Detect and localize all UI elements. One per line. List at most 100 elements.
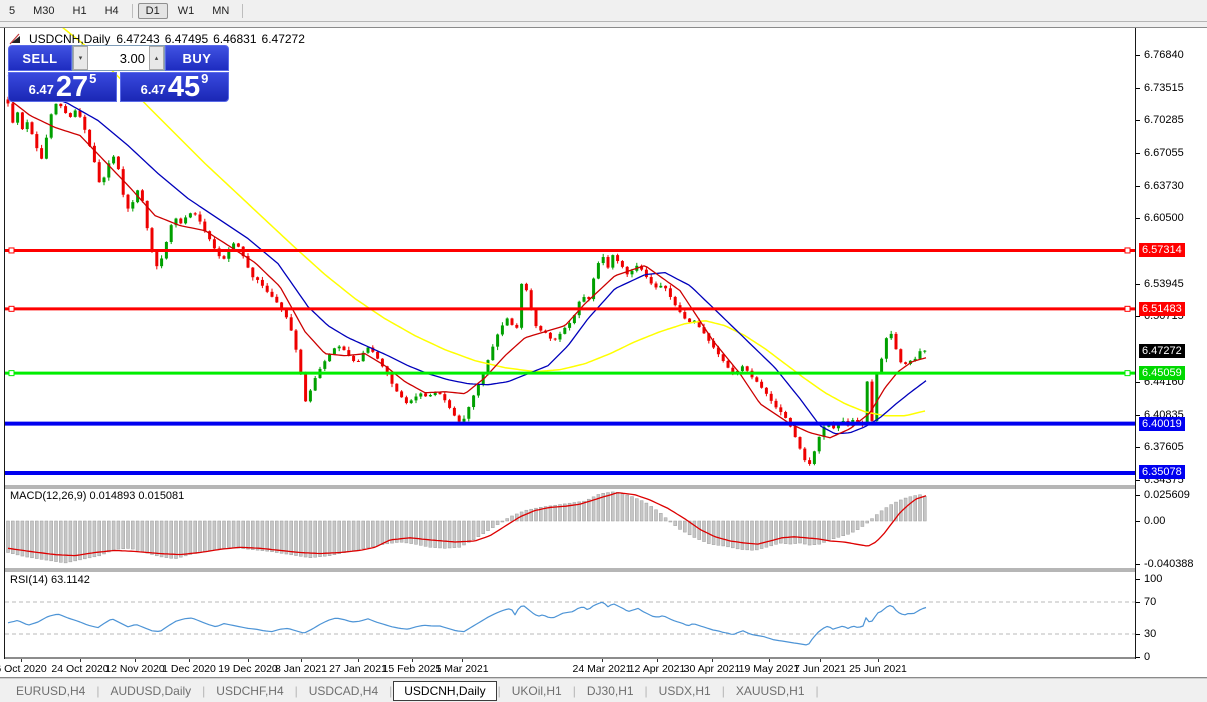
- buy-price-display[interactable]: 6.47 45 9: [120, 71, 229, 103]
- buy-price-prefix: 6.47: [140, 82, 166, 97]
- price-tag-6.57314: 6.57314: [1139, 243, 1185, 257]
- buy-price-big: 45: [167, 71, 201, 103]
- chart-window: USDCNH,Daily 6.47243 6.47495 6.46831 6.4…: [0, 27, 1207, 678]
- one-click-collapse-icon[interactable]: [9, 33, 23, 45]
- axis-tick: [1136, 284, 1140, 285]
- timeframe-button-mn[interactable]: MN: [212, 4, 230, 17]
- chart-header: USDCNH,Daily 6.47243 6.47495 6.46831 6.4…: [9, 32, 305, 46]
- date-axis: 6 Oct 2020 24 Oct 2020 12 Nov 2020 1 Dec 20…: [0, 659, 1135, 677]
- price-tag-6.45059: 6.45059: [1139, 366, 1185, 380]
- volume-spinner: ▾ ▴: [72, 45, 165, 71]
- axis-tick: [1136, 55, 1140, 56]
- timeframe-button-h1[interactable]: H1: [72, 4, 87, 17]
- date-tick: [21, 659, 22, 662]
- macd-axis-label: -0.040388: [1144, 558, 1194, 570]
- tab-separator: |: [96, 683, 100, 698]
- chart-tab-eurusd[interactable]: EURUSD,H4: [16, 683, 86, 698]
- sell-price-prefix: 6.47: [28, 82, 54, 97]
- timeframe-button-w1[interactable]: W1: [177, 4, 195, 17]
- price-chart-canvas[interactable]: [5, 28, 1135, 659]
- date-label: 24 Oct 2020: [51, 663, 109, 675]
- timeframe-button-h4[interactable]: H4: [104, 4, 119, 17]
- axis-tick: [1136, 447, 1140, 448]
- timeframe-toolbar: 5 M30 H1 H4 D1 W1 MN: [0, 0, 1207, 22]
- chart-symbol-period: USDCNH,Daily: [29, 32, 111, 46]
- date-tick: [820, 659, 821, 662]
- chart-tab-usdcad[interactable]: USDCAD,H4: [308, 683, 379, 698]
- volume-input[interactable]: [88, 46, 149, 70]
- axis-tick: [1136, 415, 1140, 416]
- chart-frame-left: [4, 28, 5, 659]
- price-tag-6.47272: 6.47272: [1139, 344, 1185, 358]
- date-label: 27 Jan 2021: [329, 663, 387, 675]
- chart-tab-usdchf[interactable]: USDCHF,H4: [216, 683, 284, 698]
- macd-axis-label: 0.025609: [1144, 489, 1190, 501]
- axis-tick: [1136, 153, 1140, 154]
- date-label: 25 Jun 2021: [849, 663, 907, 675]
- price-tag-6.40019: 6.40019: [1139, 417, 1185, 431]
- macd-label: MACD(12,26,9) 0.014893 0.015081: [10, 490, 185, 502]
- price-axis-label: 6.73515: [1144, 82, 1184, 94]
- rsi-axis-label: 0: [1144, 651, 1151, 663]
- chart-tab-usdx[interactable]: USDX,H1: [658, 683, 711, 698]
- axis-tick: [1136, 120, 1140, 121]
- sell-price-display[interactable]: 6.47 27 5: [8, 71, 117, 103]
- date-tick: [602, 659, 603, 662]
- volume-decrease-button[interactable]: ▾: [73, 46, 88, 70]
- price-axis-label: 6.53945: [1144, 278, 1184, 290]
- tab-separator: |: [815, 683, 819, 698]
- buy-price-sup: 9: [201, 71, 209, 86]
- timeframe-button-5[interactable]: 5: [9, 4, 16, 17]
- date-tick: [135, 659, 136, 662]
- macd-axis-label: 0.00: [1144, 515, 1166, 527]
- one-click-trading-panel: SELL ▾ ▴ BUY 6.47 27 5 6.47 45 9: [8, 45, 229, 102]
- price-axis-label: 6.70285: [1144, 114, 1184, 126]
- tab-separator: |: [497, 683, 501, 698]
- chart-tab-usdcnh[interactable]: USDCNH,Daily: [393, 680, 497, 701]
- date-tick: [358, 659, 359, 662]
- axis-tick: [1136, 316, 1140, 317]
- sell-button[interactable]: SELL: [8, 45, 72, 71]
- axis-tick: [1136, 480, 1140, 481]
- price-tag-6.35078: 6.35078: [1139, 465, 1185, 479]
- date-tick: [878, 659, 879, 662]
- date-tick: [712, 659, 713, 662]
- date-tick: [462, 659, 463, 662]
- chart-tab-audusd[interactable]: AUDUSD,Daily: [110, 683, 192, 698]
- timeframe-button-d1[interactable]: D1: [137, 2, 168, 19]
- date-label: 1 Dec 2020: [162, 663, 216, 675]
- date-label: 19 Dec 2020: [218, 663, 278, 675]
- sell-price-big: 27: [55, 71, 89, 103]
- buy-button[interactable]: BUY: [165, 45, 229, 71]
- tab-separator: |: [202, 683, 206, 698]
- date-tick: [412, 659, 413, 662]
- ohlc-high: 6.47495: [164, 32, 209, 46]
- tab-separator: |: [389, 683, 393, 698]
- date-label: 5 Mar 2021: [435, 663, 489, 675]
- date-label: 19 May 2021: [738, 663, 800, 675]
- price-axis-label: 6.37605: [1144, 441, 1184, 453]
- tab-separator: |: [721, 683, 725, 698]
- price-tag-6.51483: 6.51483: [1139, 302, 1185, 316]
- date-label: 7 Jun 2021: [794, 663, 846, 675]
- rsi-axis-label: 70: [1144, 596, 1157, 608]
- axis-tick: [1136, 88, 1140, 89]
- volume-increase-button[interactable]: ▴: [149, 46, 164, 70]
- rsi-axis-label: 100: [1144, 573, 1163, 585]
- toolbar-separator: [131, 3, 133, 18]
- timeframe-button-m30[interactable]: M30: [33, 4, 55, 17]
- axis-tick: [1136, 521, 1140, 522]
- date-label: 24 Mar 2021: [572, 663, 632, 675]
- chart-tab-dj30[interactable]: DJ30,H1: [586, 683, 634, 698]
- chart-tab-bar: EURUSD,H4 | AUDUSD,Daily | USDCHF,H4 | USDCAD,…: [0, 678, 1207, 702]
- date-tick: [769, 659, 770, 662]
- chart-tab-xauusd[interactable]: XAUUSD,H1: [735, 683, 805, 698]
- toolbar-gap: [0, 22, 1207, 27]
- chart-tab-ukoil[interactable]: UKOil,H1: [511, 683, 562, 698]
- date-tick: [301, 659, 302, 662]
- price-axis-label: 6.60500: [1144, 212, 1184, 224]
- date-tick: [80, 659, 81, 662]
- axis-tick: [1136, 579, 1140, 580]
- price-axis-label: 6.67055: [1144, 147, 1184, 159]
- axis-tick: [1136, 634, 1140, 635]
